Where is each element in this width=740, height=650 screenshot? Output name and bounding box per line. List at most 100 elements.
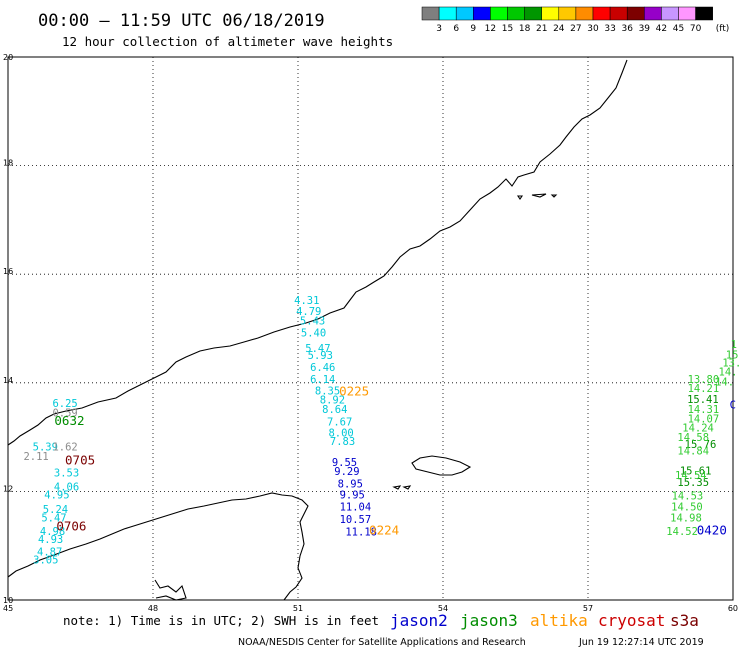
- map-frame: [7, 56, 734, 601]
- wave-height-value: 6.14: [310, 374, 335, 386]
- coastline-somalia-fragment: [154, 579, 187, 601]
- edge-value: 14.: [719, 367, 738, 379]
- pass-time-label: 0224: [369, 522, 399, 537]
- scale-swatch: [644, 6, 662, 21]
- wave-height-value: 14.24: [682, 423, 714, 435]
- wave-height-value: 9.29: [334, 466, 359, 478]
- wave-height-value: 8.35: [315, 386, 340, 398]
- wave-height-value: 8.92: [320, 394, 345, 406]
- scale-swatch: [592, 6, 611, 21]
- wave-height-value: 3.53: [54, 468, 79, 480]
- wave-height-value: 4.06: [54, 481, 79, 493]
- wave-height-value: 15.61: [680, 466, 712, 478]
- wave-height-value: 9.55: [332, 457, 357, 469]
- footer-credit: NOAA/NESDIS Center for Satellite Applica…: [238, 637, 526, 648]
- wave-height-value: 5.24: [43, 504, 68, 516]
- x-tick-label: 48: [148, 604, 158, 613]
- wave-height-value: 14.07: [688, 413, 720, 425]
- coastline-horn-of-africa: [7, 492, 309, 601]
- footer-note: note: 1) Time is in UTC; 2) SWH is in fe…: [63, 613, 379, 628]
- scale-label: 45: [673, 24, 684, 34]
- wave-height-value: 2.11: [23, 451, 48, 463]
- scale-swatch: [558, 6, 577, 21]
- wave-height-value: 0.59: [52, 407, 77, 419]
- wave-height-value: 3.05: [33, 555, 58, 567]
- island-small-3: [516, 195, 524, 200]
- scale-swatch: [695, 6, 713, 21]
- satellite-jason3: jason3: [460, 611, 518, 630]
- x-axis-tick-labels: 45 48 51 54 57 60: [3, 604, 738, 613]
- wave-height-value: 5.47: [41, 512, 66, 524]
- wave-height-value: 14.50: [671, 501, 703, 513]
- scale-swatch: [626, 6, 645, 21]
- edge-value: 14.: [715, 377, 734, 389]
- observation-values: 6.255.393.534.064.955.245.474.984.934.87…: [23, 295, 719, 567]
- scale-label: 70: [690, 24, 702, 34]
- scale-label: 24: [553, 24, 565, 34]
- scale-label: 36: [621, 24, 633, 34]
- color-scale-legend: 3 6 9 12 15 18 21 24 27 30 33 36 39 42 45 70 (ft): [421, 6, 730, 34]
- scale-label: 39: [639, 24, 651, 34]
- x-tick-label: 51: [293, 604, 303, 613]
- y-tick-label: 20: [3, 53, 13, 62]
- map-plot-area: 6.255.393.534.064.955.245.474.984.934.87…: [7, 56, 740, 601]
- y-tick-label: 10: [3, 596, 13, 605]
- wave-height-value: 9.95: [340, 489, 365, 501]
- y-tick-label: 18: [3, 159, 13, 168]
- scale-swatch: [438, 6, 457, 21]
- wave-height-value: 8.64: [322, 404, 347, 416]
- wave-height-value: 14.54: [675, 470, 707, 482]
- edge-value: 1: [731, 339, 737, 351]
- scale-label: 18: [519, 24, 531, 34]
- wave-height-value: 4.98: [40, 526, 65, 538]
- scale-label: 12: [485, 24, 496, 34]
- wave-height-value: 8.00: [328, 428, 353, 440]
- scale-label: 3: [436, 24, 442, 34]
- island-socotra: [411, 455, 472, 476]
- scale-label: 30: [587, 24, 599, 34]
- pass-time-label: 0632: [54, 413, 84, 428]
- wave-height-value: 6.25: [52, 398, 77, 410]
- y-tick-label: 14: [3, 376, 13, 385]
- scale-swatch: [678, 6, 696, 21]
- wave-height-value: 4.31: [294, 295, 319, 307]
- scale-label: 42: [656, 24, 667, 34]
- wave-height-value: 14.53: [672, 491, 704, 503]
- chart-subtitle: 12 hour collection of altimeter wave hei…: [62, 34, 393, 49]
- x-tick-label: 54: [438, 604, 448, 613]
- scale-unit: (ft): [716, 24, 730, 34]
- scale-swatch: [421, 6, 440, 21]
- wave-height-value: 1.62: [52, 442, 77, 454]
- wave-height-value: 5.93: [308, 350, 333, 362]
- edge-value: C: [730, 399, 736, 411]
- scale-label: 9: [470, 24, 476, 34]
- x-tick-label: 45: [3, 604, 13, 613]
- wave-height-value: 15.76: [685, 439, 717, 451]
- wave-height-value: 14.21: [688, 383, 720, 395]
- wave-height-value: 5.40: [301, 328, 326, 340]
- wave-height-value: 11.04: [340, 501, 372, 513]
- y-tick-label: 12: [3, 484, 13, 493]
- footer-timestamp: Jun 19 12:27:14 UTC 2019: [578, 637, 704, 648]
- wave-height-value: 14.84: [677, 445, 709, 457]
- island-small-4: [531, 193, 547, 198]
- island-small-1: [392, 485, 402, 490]
- wave-height-value: 14.31: [688, 404, 720, 416]
- y-tick-label: 16: [3, 267, 13, 276]
- satellite-altika: altika: [530, 611, 588, 630]
- edge-value: 15: [726, 349, 739, 361]
- wave-height-value: 8.95: [338, 479, 363, 491]
- wave-height-value: 4.93: [38, 534, 63, 546]
- coastline-arabian-peninsula: [7, 59, 628, 446]
- map-background: [8, 57, 733, 600]
- y-axis-tick-labels: 10 12 14 16 18 20: [3, 53, 13, 605]
- scale-label: 21: [536, 24, 547, 34]
- wave-height-value: 13.80: [688, 374, 720, 386]
- scale-label: 6: [453, 24, 459, 34]
- edge-value: 13.: [722, 358, 740, 370]
- wave-height-value: 15.35: [677, 477, 709, 489]
- x-tick-label: 60: [728, 604, 738, 613]
- pass-time-label: 0225: [339, 383, 369, 398]
- chart-title: 00:00 – 11:59 UTC 06/18/2019: [38, 11, 325, 31]
